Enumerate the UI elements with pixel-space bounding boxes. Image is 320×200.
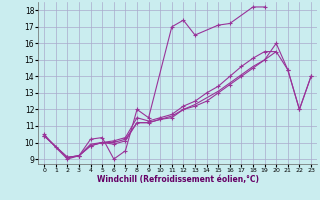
X-axis label: Windchill (Refroidissement éolien,°C): Windchill (Refroidissement éolien,°C) [97, 175, 259, 184]
